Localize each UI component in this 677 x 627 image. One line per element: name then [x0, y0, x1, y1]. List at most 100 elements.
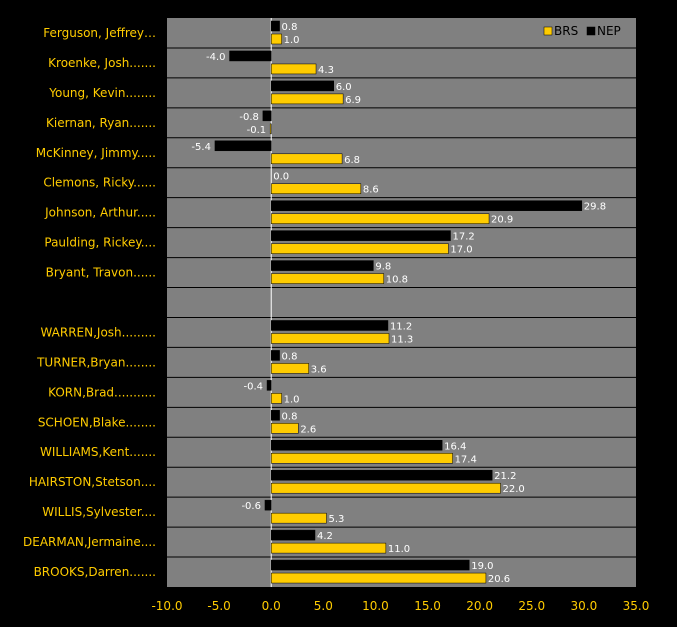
value-label-nep: 29.8	[584, 202, 606, 213]
category-label: DEARMAN,Jermaine....	[23, 535, 156, 549]
bar-brs	[270, 33, 282, 45]
x-tick-label: 25.0	[518, 599, 545, 613]
category-label: KORN,Brad...........	[48, 385, 156, 399]
bar-brs	[270, 93, 344, 105]
category-label: Ferguson, Jeffrey…	[43, 26, 156, 40]
bar-nep	[270, 20, 280, 32]
bar-brs	[270, 423, 299, 434]
bar-brs	[270, 243, 449, 254]
plot-area	[167, 18, 636, 587]
value-label-brs: 1.0	[284, 35, 300, 46]
category-label: WARREN,Josh.........	[40, 325, 156, 339]
bar-brs	[270, 482, 501, 494]
bar-nep	[270, 350, 280, 361]
value-label-nep: 21.2	[494, 471, 516, 482]
x-tick-label: 20.0	[466, 599, 493, 613]
value-label-nep: 17.2	[452, 232, 474, 243]
bar-brs	[270, 363, 309, 374]
value-label-brs: 11.0	[388, 544, 410, 555]
category-label: McKinney, Jimmy.....	[36, 146, 156, 160]
value-label-brs: 3.6	[311, 364, 327, 375]
bar-nep	[262, 110, 272, 122]
legend-label-brs: BRS	[554, 24, 578, 38]
bar-brs	[270, 393, 282, 404]
legend-swatch-nep	[586, 26, 596, 36]
category-label: WILLIS,Sylvester....	[42, 505, 156, 519]
bar-nep	[264, 499, 272, 511]
bar-nep	[266, 380, 272, 391]
bar-nep	[270, 440, 443, 451]
value-label-brs: 2.6	[300, 424, 316, 435]
value-label-nep: 0.8	[282, 22, 298, 33]
bar-nep	[214, 140, 272, 152]
value-label-brs: 11.3	[391, 334, 413, 345]
category-label: WILLIAMS,Kent.......	[40, 445, 156, 459]
value-label-brs: 6.8	[344, 155, 360, 166]
bar-brs	[270, 333, 390, 344]
value-label-nep: -0.4	[244, 381, 264, 392]
bar-brs	[270, 572, 487, 584]
value-label-nep: -0.6	[241, 501, 261, 512]
bar-brs	[270, 512, 327, 524]
value-label-nep: -4.0	[206, 52, 226, 63]
bar-brs	[270, 183, 362, 194]
value-label-nep: -5.4	[191, 142, 211, 153]
value-label-brs: -0.1	[247, 125, 267, 136]
value-label-brs: 1.0	[284, 394, 300, 405]
x-tick-label: -10.0	[151, 599, 182, 613]
x-tick-label: 5.0	[314, 599, 333, 613]
legend-swatch-brs	[543, 26, 553, 36]
value-label-brs: 17.4	[455, 454, 477, 465]
bar-brs	[269, 123, 272, 135]
category-label: Bryant, Travon......	[46, 266, 156, 280]
value-label-nep: 0.8	[282, 351, 298, 362]
value-label-nep: -0.8	[239, 112, 259, 123]
x-tick-label: 0.0	[262, 599, 281, 613]
bar-nep	[270, 80, 335, 92]
bar-nep	[270, 260, 374, 271]
bar-nep	[270, 529, 316, 541]
bar-nep	[270, 200, 583, 211]
category-label: TURNER,Bryan........	[36, 355, 156, 369]
value-label-brs: 17.0	[450, 245, 472, 256]
bar-brs	[270, 63, 317, 75]
value-label-nep: 4.2	[317, 531, 333, 542]
legend-label-nep: NEP	[597, 24, 621, 38]
value-label-nep: 0.0	[273, 172, 289, 183]
value-label-brs: 8.6	[363, 185, 379, 196]
category-label: Young, Kevin........	[48, 86, 156, 100]
bar-nep	[270, 410, 280, 421]
x-tick-label: 15.0	[414, 599, 441, 613]
value-label-nep: 19.0	[471, 561, 493, 572]
value-label-nep: 0.8	[282, 411, 298, 422]
bar-brs	[270, 542, 387, 554]
value-label-brs: 10.8	[386, 275, 408, 286]
category-label: Paulding, Rickey....	[44, 236, 156, 250]
category-label: Kiernan, Ryan.......	[46, 116, 156, 130]
bar-nep	[229, 50, 272, 62]
category-label: Kroenke, Josh.......	[48, 56, 156, 70]
x-tick-label: 10.0	[362, 599, 389, 613]
x-tick-label: -5.0	[207, 599, 230, 613]
category-label: Johnson, Arthur.....	[44, 206, 156, 220]
category-label: HAIRSTON,Stetson....	[29, 475, 156, 489]
category-label: BROOKS,Darren.......	[34, 565, 156, 579]
bar-brs	[270, 453, 453, 464]
value-label-brs: 5.3	[328, 514, 344, 525]
bar-brs	[270, 213, 490, 224]
bar-nep	[270, 469, 493, 481]
bar-brs	[270, 273, 385, 284]
category-label: SCHOEN,Blake........	[38, 415, 156, 429]
bar-brs	[270, 153, 343, 165]
value-label-nep: 11.2	[390, 321, 412, 332]
value-label-brs: 22.0	[503, 484, 525, 495]
value-label-nep: 6.0	[336, 82, 352, 93]
category-label: Clemons, Ricky......	[43, 176, 156, 190]
value-label-brs: 6.9	[345, 95, 361, 106]
value-label-nep: 9.8	[375, 262, 391, 273]
value-label-brs: 20.9	[491, 215, 513, 226]
x-tick-label: 35.0	[623, 599, 650, 613]
value-label-brs: 20.6	[488, 574, 510, 585]
